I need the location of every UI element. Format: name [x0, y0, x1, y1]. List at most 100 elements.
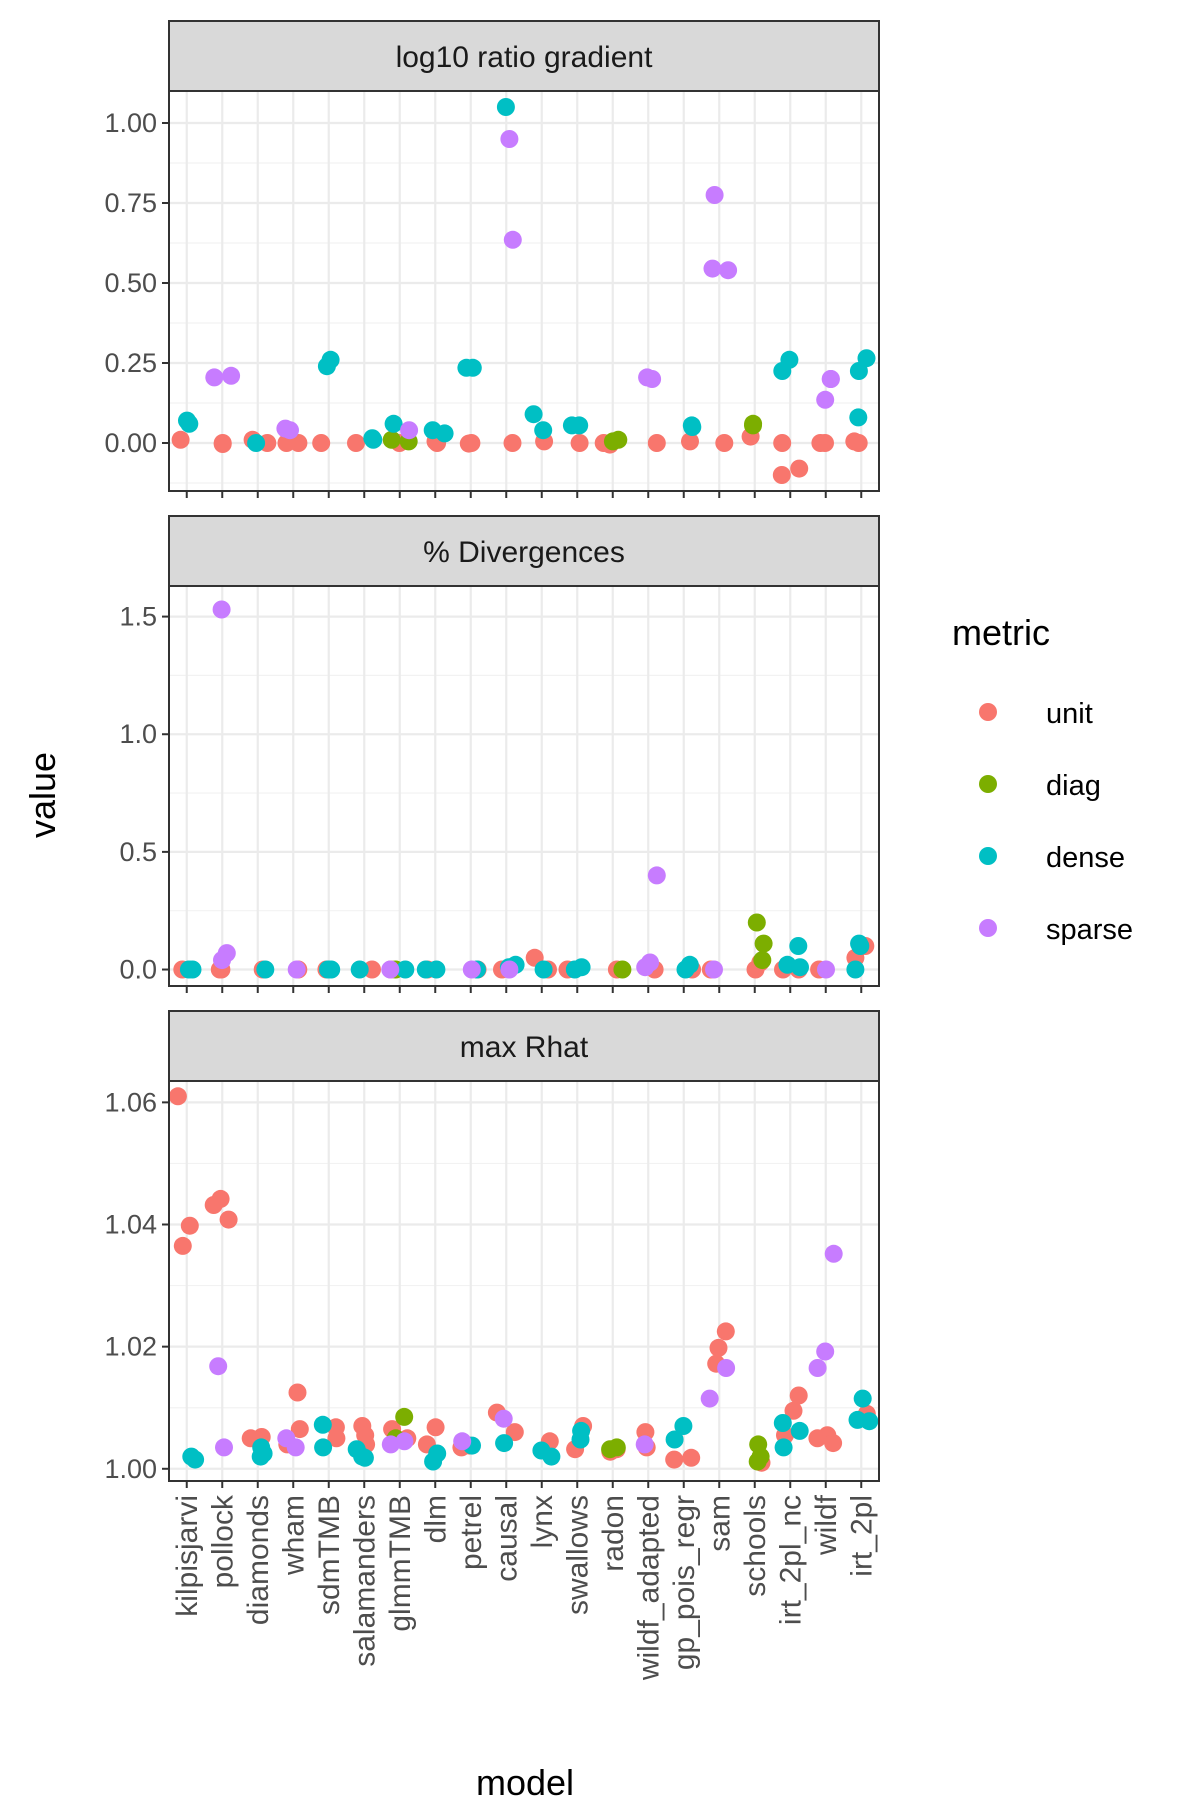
point-unit [715, 434, 734, 452]
y-tick-label: 1.00 [104, 108, 157, 138]
point-dense [790, 1421, 809, 1440]
panel-background [169, 91, 879, 491]
point-unit [716, 1322, 735, 1341]
point-sparse [816, 1342, 835, 1361]
point-sparse [395, 1432, 414, 1451]
point-dense [542, 1447, 561, 1466]
x-tick-label: pollock [206, 1494, 239, 1588]
facet-strip-label: max Rhat [460, 1031, 589, 1064]
point-sparse [381, 960, 400, 979]
x-tick-label: kilpisjarvi [171, 1495, 204, 1617]
point-unit [709, 1338, 728, 1357]
panel-background [169, 586, 879, 986]
x-tick-label: salamanders [348, 1495, 381, 1667]
point-dense [396, 960, 415, 979]
facet-strip [168, 20, 880, 92]
x-tick-label: irt_2pl_nc [774, 1495, 807, 1625]
x-tick-label: radon [597, 1495, 630, 1572]
point-dense [773, 1414, 792, 1432]
legend-key-dense [979, 847, 997, 865]
point-dense [424, 1452, 443, 1471]
point-sparse [635, 1435, 654, 1454]
y-tick-label: 1.0 [119, 719, 157, 749]
point-dense [534, 960, 553, 979]
point-unit [180, 1216, 199, 1235]
point-dense [427, 960, 446, 979]
facet-strip-label: log10 ratio gradient [396, 41, 654, 74]
point-sparse [717, 1359, 736, 1377]
point-diag [395, 1407, 414, 1426]
y-axis-title: value [22, 752, 63, 838]
x-tick-label: causal [490, 1495, 523, 1582]
point-dense [774, 1438, 793, 1457]
point-dense [363, 429, 382, 448]
y-tick-label: 1.5 [119, 602, 157, 632]
point-unit [503, 434, 522, 452]
point-unit [312, 434, 331, 452]
point-dense [571, 1430, 590, 1449]
point-sparse [381, 1435, 400, 1454]
point-sparse [215, 1438, 233, 1457]
point-sparse [400, 421, 419, 440]
point-sparse [212, 600, 231, 619]
point-unit [288, 1383, 307, 1402]
point-diag [753, 951, 772, 970]
point-diag [601, 1440, 620, 1459]
legend-key-unit [979, 703, 997, 721]
point-dense [674, 1417, 693, 1435]
x-tick-label: wildf_adapted [632, 1495, 665, 1681]
point-sparse [647, 866, 666, 885]
point-dense [313, 1415, 332, 1434]
point-sparse [453, 1432, 472, 1451]
point-sparse [503, 230, 522, 249]
facet-panel-2: 0.0 0.5 1.0 1.5 % Divergences [119, 515, 880, 993]
facet-panel-1: 0.00 0.25 0.50 0.75 1.00 log10 ratio gradient [104, 20, 880, 498]
point-unit [773, 434, 792, 452]
point-dense [562, 416, 581, 435]
y-tick-label: 0.75 [104, 188, 157, 218]
point-dense [314, 1438, 333, 1457]
point-sparse [209, 1357, 228, 1376]
point-unit [459, 434, 478, 453]
point-unit [682, 1448, 701, 1467]
point-unit [790, 459, 809, 478]
point-dense [789, 937, 808, 955]
point-dense [256, 960, 275, 979]
point-dense [846, 960, 865, 979]
point-sparse [494, 1409, 513, 1428]
point-unit [784, 1401, 803, 1420]
legend-label-unit: unit [1046, 698, 1093, 730]
legend: metric unit diag dense sparse [952, 612, 1133, 946]
y-tick-label: 1.04 [104, 1210, 157, 1240]
point-sparse [286, 1438, 305, 1457]
legend-key-sparse [979, 919, 997, 937]
point-sparse [808, 1359, 827, 1377]
point-dense [849, 408, 868, 427]
point-sparse [703, 259, 722, 278]
legend-key-diag [979, 775, 997, 793]
point-sparse [816, 390, 835, 409]
y-tick-label: 0.5 [119, 837, 157, 867]
x-tick-label: sam [703, 1495, 736, 1552]
point-dense [851, 937, 870, 955]
point-dense [860, 1412, 879, 1431]
point-dense [355, 1448, 374, 1467]
point-dense [317, 357, 336, 376]
x-tick-label: glmmTMB [384, 1495, 417, 1632]
point-dense [457, 358, 476, 377]
x-axis-title: model [476, 1762, 574, 1800]
point-unit [811, 434, 830, 452]
point-dense [853, 1389, 872, 1408]
point-sparse [500, 130, 519, 148]
point-dense [183, 960, 202, 979]
point-unit [845, 432, 864, 451]
point-dense [247, 434, 266, 452]
point-dense [791, 958, 809, 977]
point-unit [647, 434, 666, 452]
point-sparse [462, 960, 481, 979]
point-dense [350, 960, 369, 979]
data-points [168, 1087, 879, 1472]
point-sparse [222, 366, 241, 385]
x-tick-label: schools [739, 1495, 772, 1597]
